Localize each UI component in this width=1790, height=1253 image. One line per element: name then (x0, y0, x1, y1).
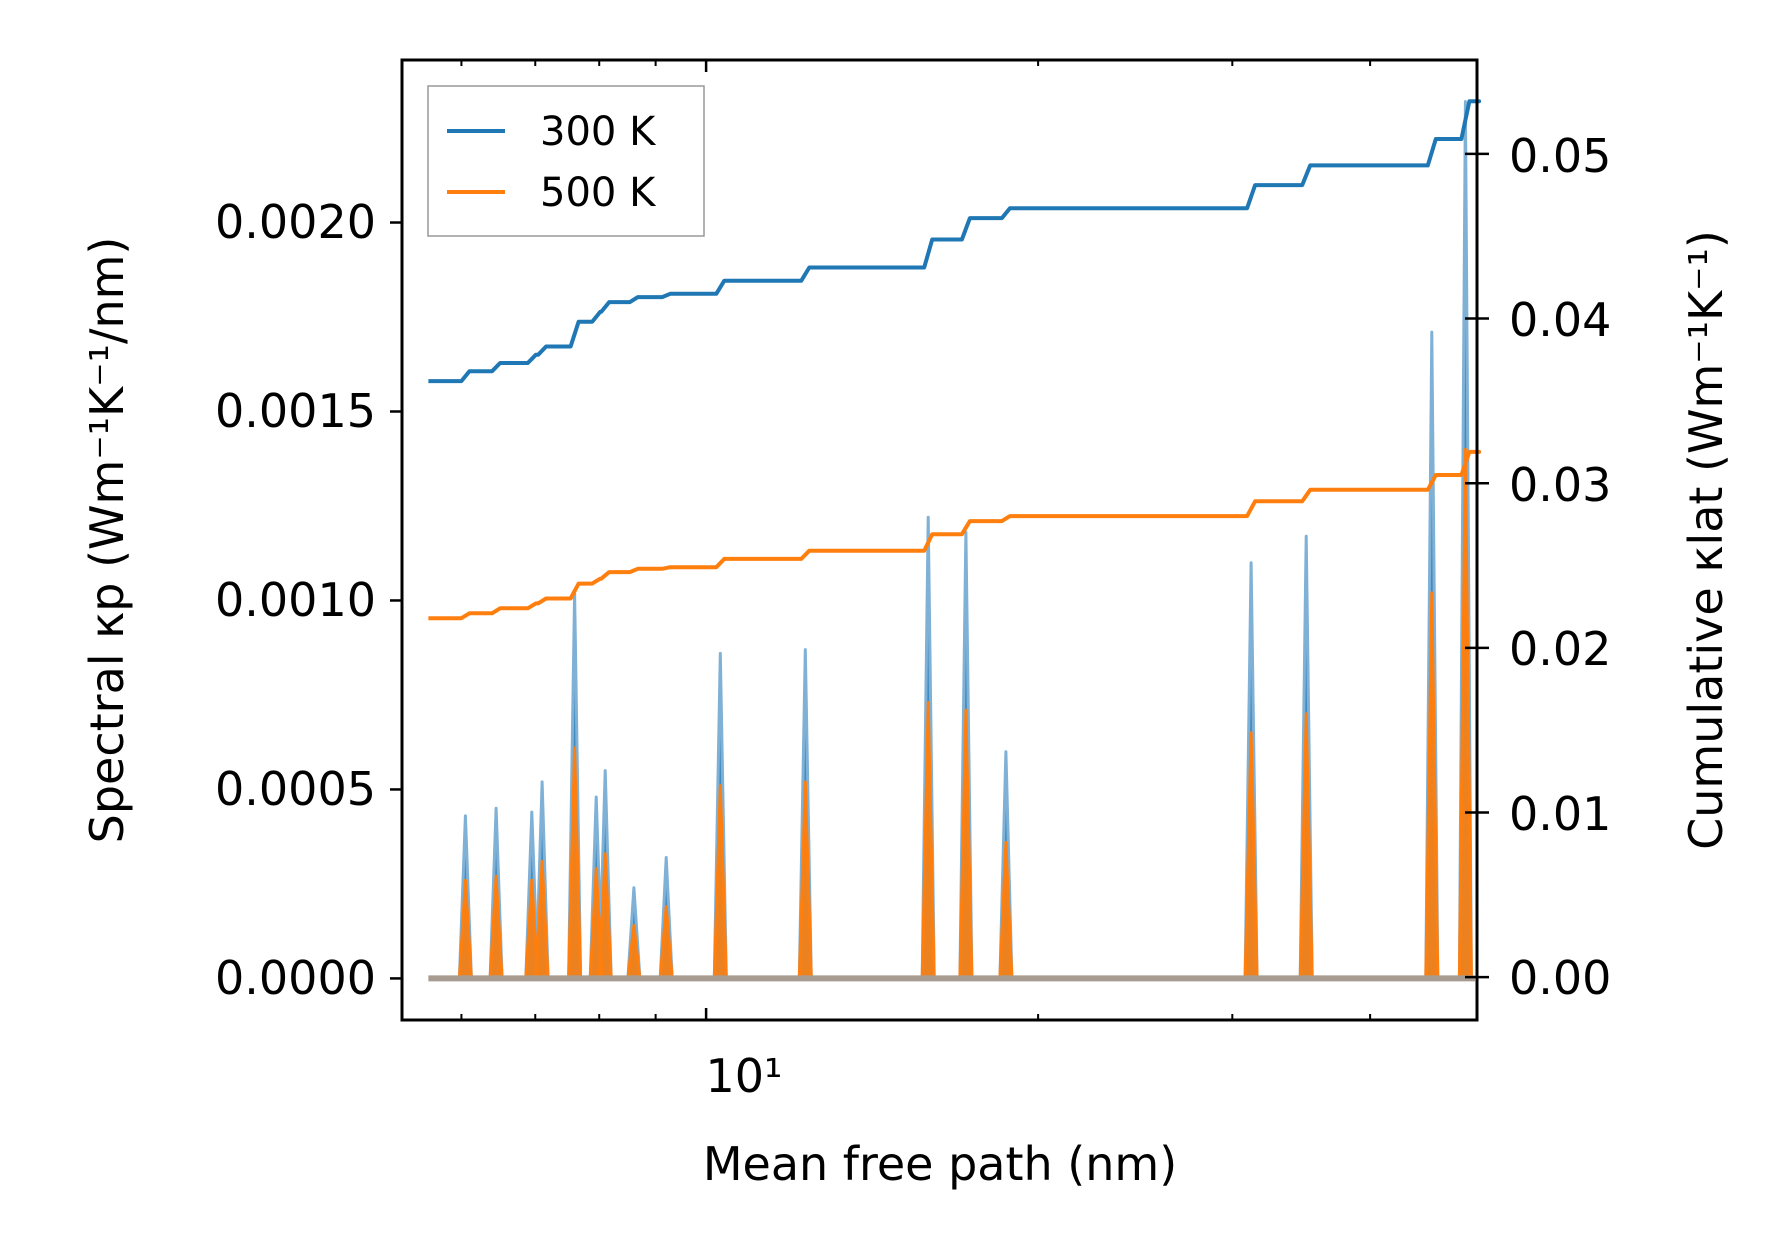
y-left-axis-label: Spectral κp (Wm⁻¹K⁻¹/nm) (80, 237, 134, 844)
y-right-tick-label-0: 0.00 (1509, 951, 1611, 1005)
x-axis-label: Mean free path (nm) (703, 1137, 1177, 1191)
y-right-tick-label-2: 0.02 (1509, 622, 1611, 676)
legend-label-500k: 500 K (540, 170, 657, 216)
y-right-tick-label-3: 0.03 (1509, 458, 1611, 512)
y-left-tick-label-1: 0.0005 (215, 762, 376, 816)
y-right-tick-label-4: 0.04 (1509, 293, 1611, 347)
y-right-tick-label-1: 0.01 (1509, 787, 1611, 841)
cumulative-line-500k (428, 449, 1482, 621)
cumulative-layer (428, 99, 1482, 621)
y-left-tick-label-2: 0.0010 (215, 573, 376, 627)
y-left-tick-label-0: 0.0000 (215, 951, 376, 1005)
legend-box (427, 85, 705, 237)
plot-frame (400, 58, 1479, 1022)
y-right-axis-label: Cumulative κlat (Wm⁻¹K⁻¹) (1679, 230, 1733, 850)
y-left-tick-label-3: 0.0015 (215, 384, 376, 438)
y-right-tick-label-5: 0.05 (1509, 129, 1611, 183)
legend: 300 K 500 K (427, 85, 705, 237)
spectral-series-500k (428, 447, 1476, 982)
cumulative-line-300k (428, 99, 1482, 384)
x-tick-label-10: 10¹ (706, 1049, 783, 1103)
y-left-tick-label-4: 0.0020 (215, 195, 376, 249)
legend-label-300k: 300 K (540, 109, 657, 155)
